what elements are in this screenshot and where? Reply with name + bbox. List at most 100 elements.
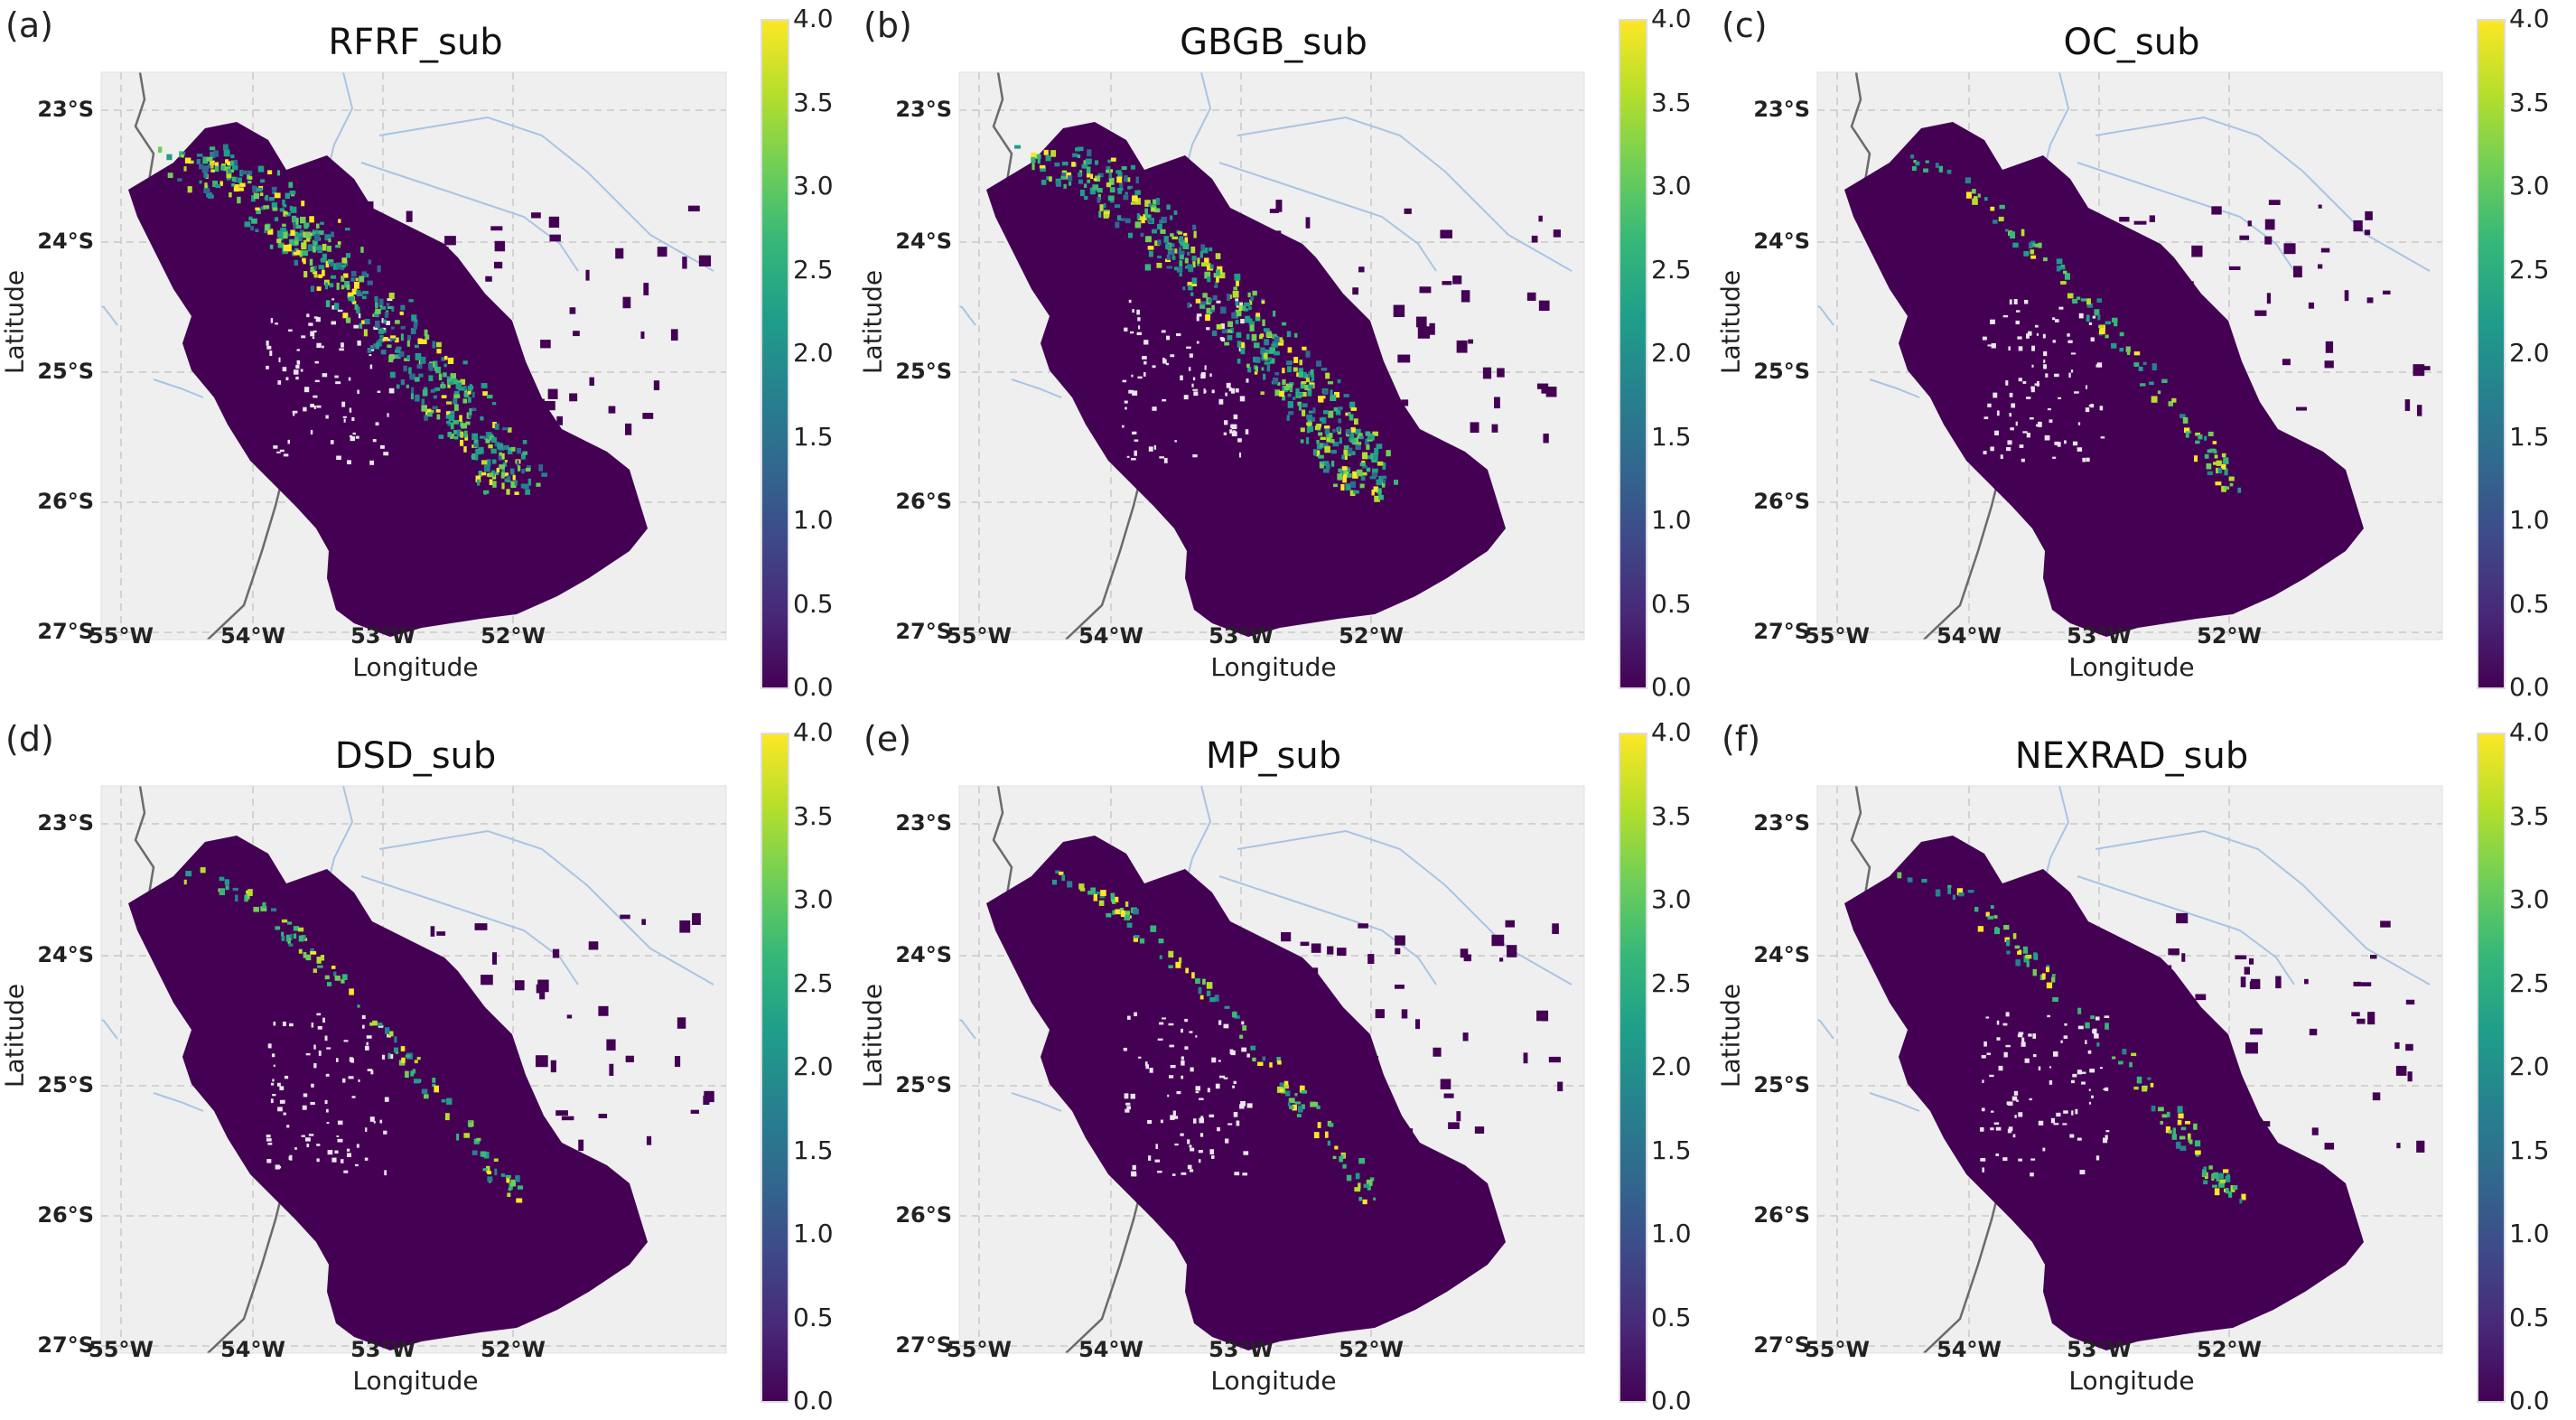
longitude-tick-label: 52°W — [1339, 623, 1404, 649]
longitude-tick-label: 55°W — [89, 1337, 154, 1362]
map-frame — [1816, 71, 2443, 640]
colorbar-tick-label: 0.5 — [2509, 1302, 2550, 1332]
colorbar-frame — [761, 733, 789, 1403]
colorbar-frame — [2477, 19, 2506, 689]
colorbar-tick-label: 2.5 — [2509, 967, 2550, 998]
map-panel: (a) RFRF_sub 23°S 24°S 25°S 26°S 27°S 55°W 54°W 5… — [0, 0, 858, 714]
latitude-tick-label: 27°S — [1753, 1332, 1810, 1358]
colorbar-tick-label: 0.0 — [1651, 672, 1692, 702]
colorbar — [2478, 733, 2505, 1402]
longitude-tick-label: 52°W — [2197, 623, 2262, 649]
colorbar-tick-label: 2.5 — [793, 254, 834, 285]
colorbar-tick-label: 1.0 — [793, 1219, 834, 1248]
longitude-tick-label: 54°W — [1937, 623, 2002, 649]
colorbar-tick-label: 3.0 — [2509, 884, 2550, 914]
colorbar-tick-label: 3.5 — [2509, 800, 2550, 831]
y-axis-label: Latitude — [0, 269, 30, 375]
longitude-tick-label: 53°W — [2067, 1337, 2132, 1362]
map-plot — [958, 733, 1647, 1403]
latitude-tick-label: 23°S — [37, 97, 94, 122]
colorbar-tick-label: 1.5 — [1651, 421, 1692, 452]
map-frame — [958, 71, 1585, 640]
precip-region — [1844, 836, 2364, 1350]
map-frame — [100, 71, 727, 640]
colorbar-tick-label: 3.0 — [793, 171, 834, 201]
colorbar-tick-label: 3.0 — [2509, 171, 2550, 201]
map-plot — [100, 19, 789, 689]
precip-region — [1844, 122, 2364, 637]
colorbar-tick-label: 4.0 — [1651, 717, 1692, 747]
colorbar-tick-label: 2.0 — [2509, 338, 2550, 368]
colorbar-tick-label: 0.0 — [2509, 1386, 2550, 1415]
latitude-tick-label: 27°S — [895, 619, 952, 644]
precip-gaps — [1980, 1012, 2110, 1177]
colorbar-tick-label: 3.0 — [1651, 171, 1692, 201]
longitude-tick-label: 52°W — [1339, 1337, 1404, 1362]
colorbar-tick-label: 3.0 — [1651, 884, 1692, 914]
latitude-tick-label: 24°S — [1753, 942, 1810, 967]
colorbar-tick-label: 0.5 — [1651, 588, 1692, 619]
colorbar — [1619, 733, 1647, 1402]
latitude-tick-label: 25°S — [895, 359, 952, 384]
precip-gaps — [1123, 1012, 1253, 1177]
x-axis-label: Longitude — [1210, 652, 1337, 682]
map-plot — [958, 19, 1647, 689]
x-axis-label: Longitude — [1210, 1366, 1337, 1396]
latitude-tick-label: 23°S — [895, 810, 952, 836]
colorbar-frame — [2477, 733, 2506, 1403]
longitude-tick-label: 54°W — [1937, 1337, 2002, 1362]
map-frame — [1816, 785, 2443, 1354]
longitude-tick-label: 53°W — [1209, 623, 1274, 649]
longitude-tick-label: 55°W — [947, 623, 1012, 649]
precip-gaps — [266, 1013, 394, 1176]
longitude-tick-label: 53°W — [2067, 623, 2132, 649]
longitude-tick-label: 53°W — [350, 623, 415, 649]
colorbar-tick-label: 2.0 — [2509, 1051, 2550, 1081]
colorbar-tick-label: 1.5 — [2509, 1135, 2550, 1165]
map-plot — [1816, 733, 2506, 1403]
precip-region — [128, 122, 648, 637]
map-frame — [958, 785, 1585, 1354]
y-axis-label: Latitude — [0, 983, 30, 1088]
latitude-tick-label: 26°S — [895, 489, 952, 514]
colorbar-tick-label: 0.0 — [793, 672, 834, 702]
latitude-tick-label: 27°S — [37, 619, 94, 644]
colorbar-tick-label: 3.0 — [793, 884, 834, 914]
map-panel: (c) OC_sub 23°S 24°S 25°S 26°S 27°S 55°W 54°W 53°… — [1716, 0, 2574, 714]
longitude-tick-label: 52°W — [481, 623, 546, 649]
precip-scatter — [328, 912, 714, 1154]
map-panel: (b) GBGB_sub 23°S 24°S 25°S 26°S 27°S 55°W 54°W 5… — [858, 0, 1716, 714]
panel-letter: (c) — [1722, 5, 1768, 45]
colorbar-tick-label: 1.5 — [793, 1135, 834, 1165]
colorbar-tick-label: 0.5 — [793, 588, 834, 619]
longitude-tick-label: 55°W — [947, 1337, 1012, 1362]
colorbar-frame — [1619, 19, 1647, 689]
colorbar-tick-label: 1.0 — [793, 505, 834, 535]
x-axis-label: Longitude — [2068, 652, 2195, 682]
latitude-tick-label: 23°S — [895, 97, 952, 122]
map-plot — [1816, 19, 2506, 689]
colorbar-tick-label: 3.5 — [1651, 800, 1692, 831]
colorbar-tick-label: 1.5 — [2509, 421, 2550, 452]
colorbar-tick-label: 2.0 — [793, 1051, 834, 1081]
colorbar-tick-label: 1.0 — [2509, 505, 2550, 535]
map-panel: (e) MP_sub 23°S 24°S 25°S 26°S 27°S 55°W 54°W 53°… — [858, 714, 1716, 1420]
colorbar-tick-label: 0.0 — [793, 1386, 834, 1415]
longitude-tick-label: 53°W — [1209, 1337, 1274, 1362]
colorbar-tick-label: 0.5 — [793, 1302, 834, 1332]
panel-title: NEXRAD_sub — [2014, 735, 2249, 777]
colorbar-tick-label: 1.5 — [793, 421, 834, 452]
latitude-tick-label: 24°S — [1753, 229, 1810, 254]
longitude-tick-label: 52°W — [481, 1337, 546, 1362]
colorbar-tick-label: 2.5 — [793, 967, 834, 998]
latitude-tick-label: 25°S — [895, 1072, 952, 1098]
map-panel: (d) DSD_sub 23°S 24°S 25°S 26°S 27°S 55°W 54°W 53… — [0, 714, 858, 1420]
panel-title: GBGB_sub — [1180, 22, 1367, 63]
latitude-tick-label: 26°S — [1753, 1202, 1810, 1228]
colorbar — [761, 20, 789, 688]
latitude-tick-label: 26°S — [1753, 489, 1810, 514]
map-frame — [100, 785, 727, 1354]
colorbar-tick-label: 2.5 — [1651, 967, 1692, 998]
colorbar-tick-label: 4.0 — [2509, 4, 2550, 33]
